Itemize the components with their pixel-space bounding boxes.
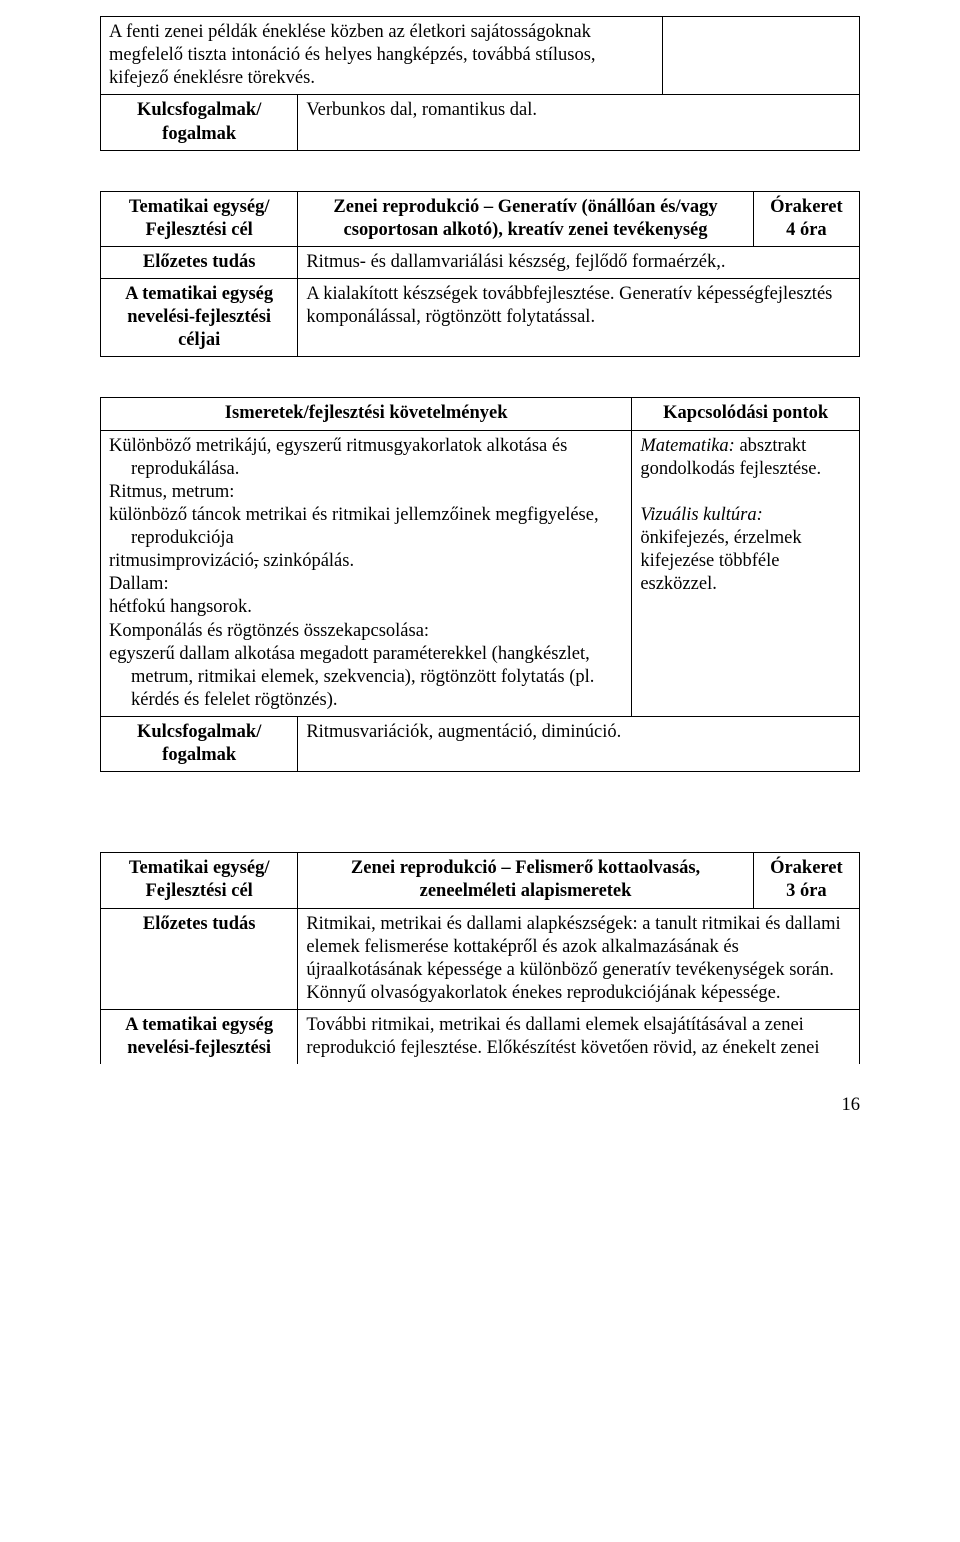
page-container: A fenti zenei példák éneklése közben az … <box>0 0 960 1147</box>
t3-bl-6: hétfokú hangsorok. <box>109 597 252 617</box>
t1-kf-label: Kulcsfogalmak/ fogalmak <box>101 95 298 150</box>
t3-bl-4b: szinkópálás. <box>259 551 355 571</box>
t2-r2-value: Ritmus- és dallamvariálási készség, fejl… <box>298 246 860 278</box>
t4-r1-hours: Órakeret 3 óra <box>753 853 859 908</box>
t3-br-2b: önkifejezés, érzelmek kifejezése többfél… <box>640 528 801 594</box>
t3-kf-label: Kulcsfogalmak/ fogalmak <box>101 717 298 772</box>
t2-r1-title: Zenei reprodukció – Generatív (önállóan … <box>298 191 753 246</box>
table-3: Ismeretek/fejlesztési követelmények Kapc… <box>100 397 860 772</box>
t4-r3-label: A tematikai egység nevelési-fejlesztési <box>101 1010 298 1065</box>
t2-r2-label: Előzetes tudás <box>101 246 298 278</box>
t3-bl-4a: ritmusimprovizáció <box>109 551 254 571</box>
t3-bl-1b: reprodukálása. <box>109 458 623 481</box>
t2-r3-value: A kialakított készségek továbbfejlesztés… <box>298 279 860 357</box>
t3-h-right: Kapcsolódási pontok <box>632 398 860 430</box>
t3-kf-value: Ritmusvariációk, augmentáció, diminúció. <box>298 717 860 772</box>
page-number: 16 <box>100 1094 860 1117</box>
table-4: Tematikai egység/ Fejlesztési cél Zenei … <box>100 852 860 1064</box>
t4-hours-label: Órakeret <box>770 858 843 878</box>
t3-bl-8: egyszerű dallam alkotása megadott paramé… <box>109 644 590 664</box>
t3-br-1: Matematika: <box>640 436 735 456</box>
t1-top-cell: A fenti zenei példák éneklése közben az … <box>101 17 663 95</box>
t2-hours-value: 4 óra <box>786 220 827 240</box>
t2-r1-label: Tematikai egység/ Fejlesztési cél <box>101 191 298 246</box>
t3-body-right: Matematika: absztrakt gondolkodás fejles… <box>632 430 860 717</box>
t2-hours-label: Órakeret <box>770 197 843 217</box>
t3-bl-3b: reprodukciója <box>109 527 623 550</box>
t4-r2-value: Ritmikai, metrikai és dallami alapkészsé… <box>298 908 860 1010</box>
t2-r1-hours: Órakeret 4 óra <box>753 191 859 246</box>
t3-bl-8b: metrum, ritmikai elemek, szekvencia), rö… <box>109 666 623 689</box>
t3-bl-2: Ritmus, metrum: <box>109 482 234 502</box>
t2-r3-label: A tematikai egység nevelési-fejlesztési … <box>101 279 298 357</box>
t3-bl-7: Komponálás és rögtönzés összekapcsolása: <box>109 621 429 641</box>
t1-top-text: A fenti zenei példák éneklése közben az … <box>109 22 596 88</box>
t1-empty-cell <box>662 17 859 95</box>
t4-r1-title: Zenei reprodukció – Felismerő kottaolvas… <box>298 853 753 908</box>
t3-body-left: Különböző metrikájú, egyszerű ritmusgyak… <box>101 430 632 717</box>
table-1: A fenti zenei példák éneklése közben az … <box>100 16 860 151</box>
t4-r1-label: Tematikai egység/ Fejlesztési cél <box>101 853 298 908</box>
t4-hours-value: 3 óra <box>786 881 827 901</box>
t1-kf-value: Verbunkos dal, romantikus dal. <box>298 95 860 150</box>
table-2: Tematikai egység/ Fejlesztési cél Zenei … <box>100 191 860 358</box>
t3-h-left: Ismeretek/fejlesztési követelmények <box>101 398 632 430</box>
t3-bl-8c: kérdés és felelet rögtönzés). <box>109 689 623 712</box>
t4-r2-label: Előzetes tudás <box>101 908 298 1010</box>
t4-r3-value: További ritmikai, metrikai és dallami el… <box>298 1010 860 1065</box>
t3-br-2: Vizuális kultúra: <box>640 505 762 525</box>
t3-bl-1: Különböző metrikájú, egyszerű ritmusgyak… <box>109 436 567 456</box>
t3-bl-5: Dallam: <box>109 574 169 594</box>
t3-bl-3: különböző táncok metrikai és ritmikai je… <box>109 505 599 525</box>
